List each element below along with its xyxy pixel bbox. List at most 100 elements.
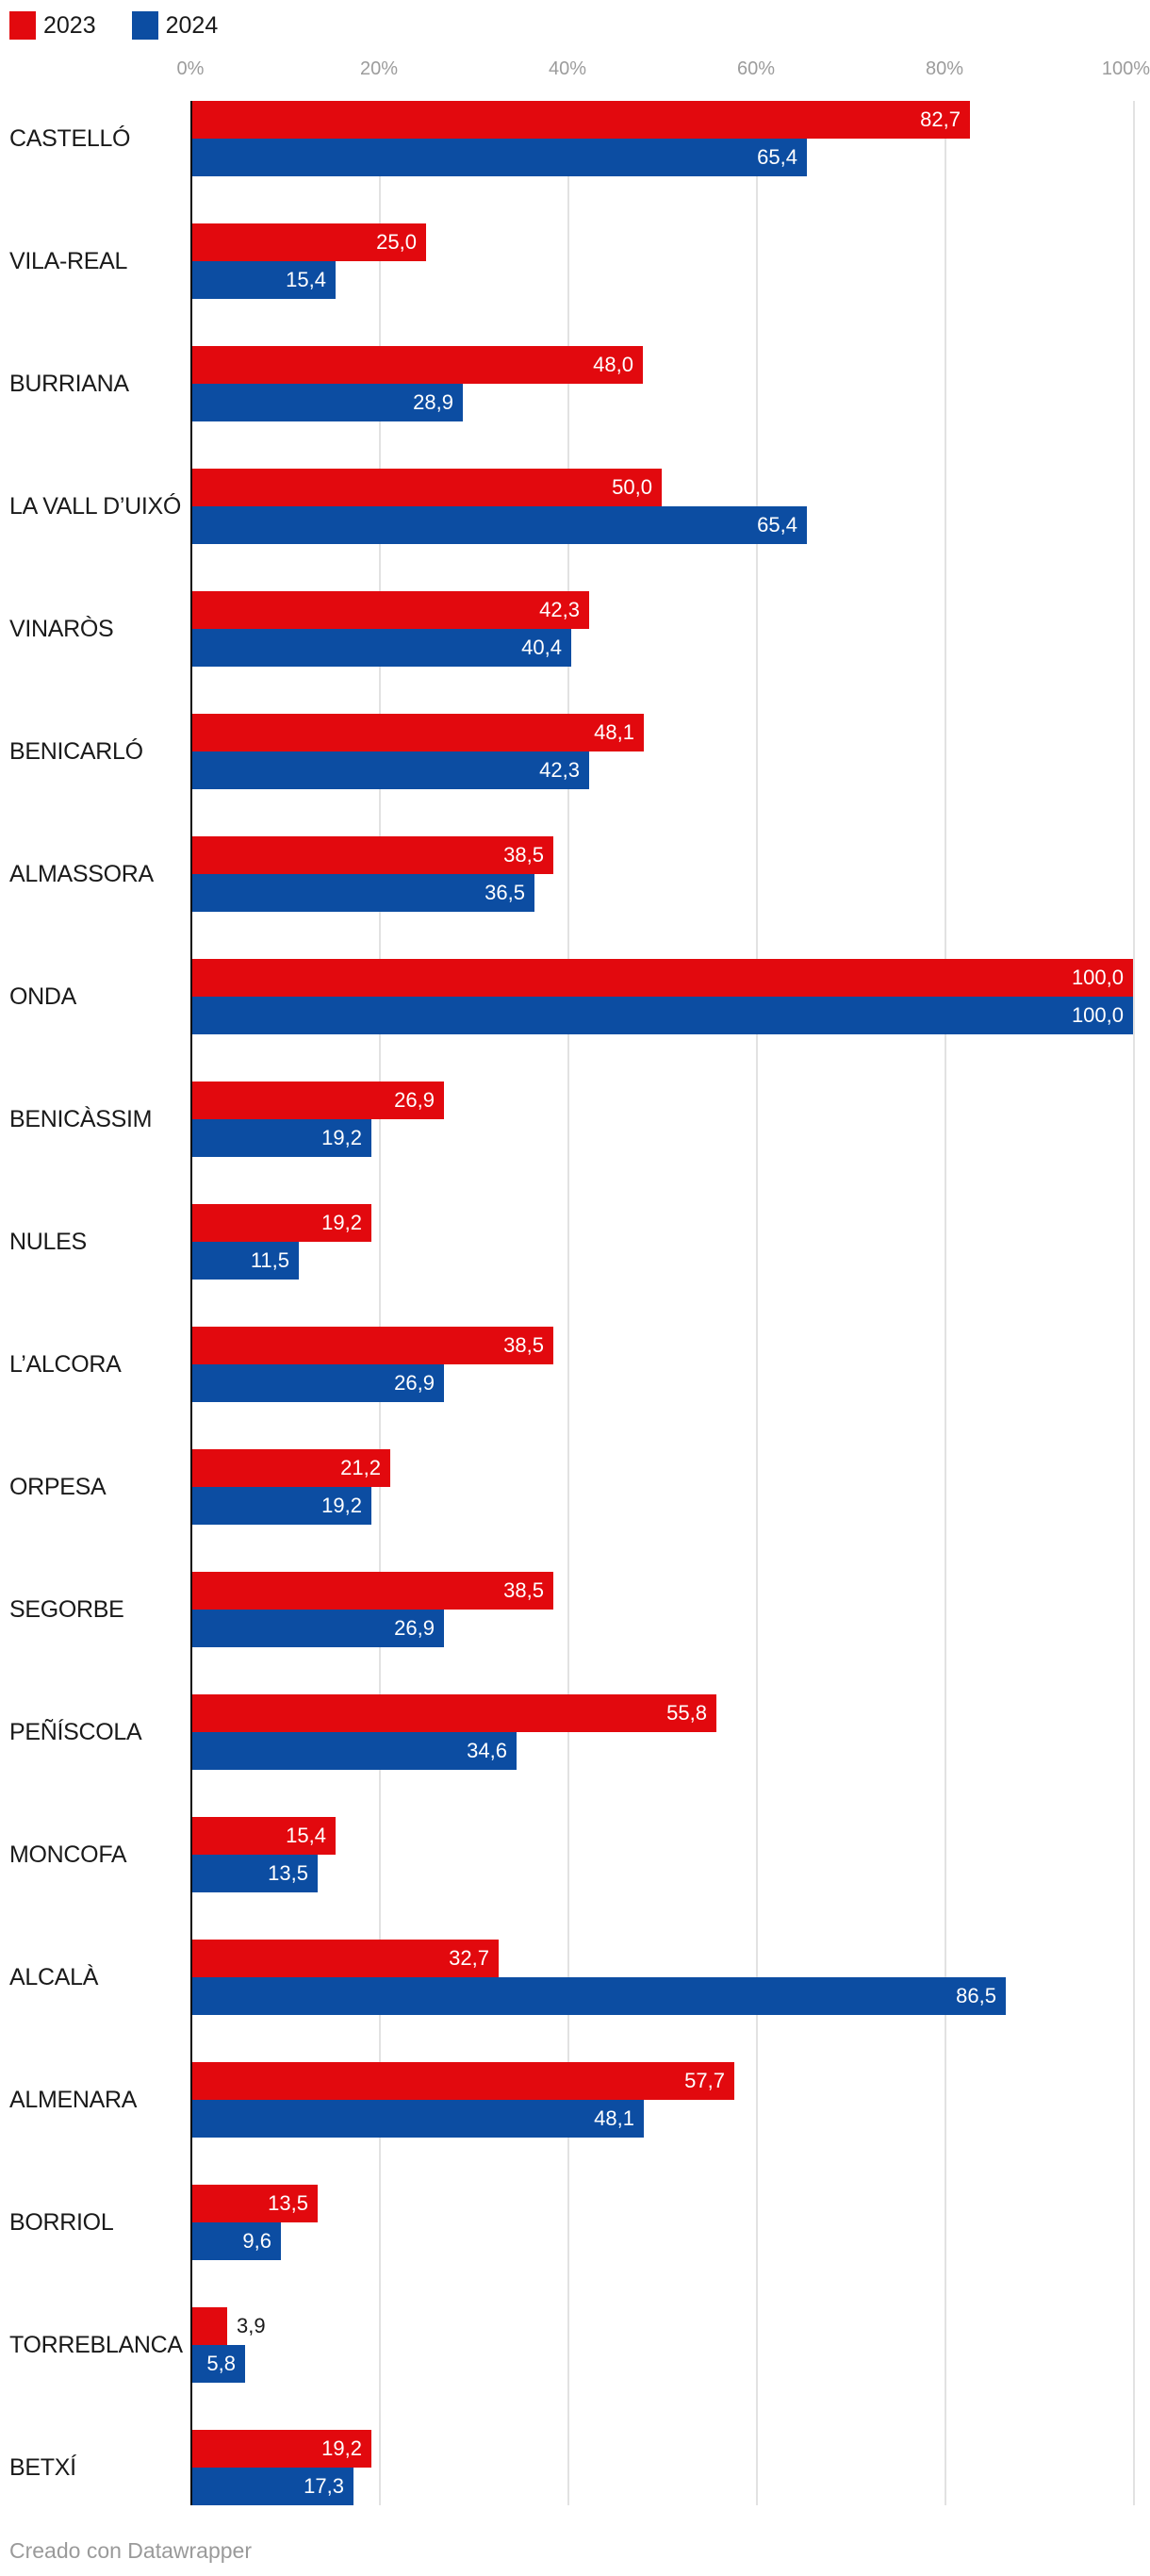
bar-2023: 42,3 bbox=[190, 591, 589, 629]
chart-row: BORRIOL 13,5 9,6 bbox=[0, 2185, 1150, 2307]
bar-2023: 13,5 bbox=[190, 2185, 318, 2222]
bar-2024: 17,3 bbox=[190, 2468, 353, 2505]
bar-2024: 100,0 bbox=[190, 997, 1133, 1034]
value-label: 13,5 bbox=[268, 2191, 308, 2215]
bar-2024: 13,5 bbox=[190, 1855, 318, 1892]
value-label: 65,4 bbox=[757, 145, 797, 169]
category-label: ALMENARA bbox=[9, 2086, 138, 2113]
chart-row: ORPESA 21,2 19,2 bbox=[0, 1449, 1150, 1572]
value-label: 21,2 bbox=[340, 1456, 381, 1479]
category-label: ONDA bbox=[9, 983, 77, 1010]
gridline bbox=[379, 101, 381, 2505]
category-label: CASTELLÓ bbox=[9, 124, 131, 152]
value-label: 13,5 bbox=[268, 1861, 308, 1885]
category-label: VINARÒS bbox=[9, 615, 114, 642]
axis-tick-label: 20% bbox=[359, 58, 399, 79]
value-label: 26,9 bbox=[394, 1371, 435, 1395]
axis-tick-label: 100% bbox=[1101, 58, 1150, 79]
value-label: 82,7 bbox=[920, 107, 961, 131]
bar-2023: 38,5 bbox=[190, 1327, 553, 1364]
category-label: TORREBLANCA bbox=[9, 2331, 183, 2358]
value-label: 48,1 bbox=[594, 2106, 634, 2130]
bar-2023: 25,0 bbox=[190, 223, 426, 261]
value-label: 28,9 bbox=[413, 390, 453, 414]
value-label: 48,0 bbox=[593, 353, 633, 376]
chart-row: ALMENARA 57,7 48,1 bbox=[0, 2062, 1150, 2185]
bar-2024: 19,2 bbox=[190, 1119, 371, 1157]
category-label: VILA-REAL bbox=[9, 247, 128, 274]
axis-tick-label: 60% bbox=[736, 58, 776, 79]
bar-2024: 65,4 bbox=[190, 139, 807, 176]
category-label: ORPESA bbox=[9, 1473, 107, 1500]
value-label: 86,5 bbox=[956, 1984, 996, 2007]
bar-2023: 38,5 bbox=[190, 1572, 553, 1610]
value-label: 15,4 bbox=[286, 1824, 326, 1847]
value-label: 48,1 bbox=[594, 720, 634, 744]
gridline bbox=[1133, 101, 1135, 2505]
value-label: 34,6 bbox=[467, 1739, 507, 1762]
gridline bbox=[945, 101, 946, 2505]
bar-2023: 19,2 bbox=[190, 2430, 371, 2468]
value-label: 3,9 bbox=[237, 2314, 266, 2337]
category-label: ALCALÀ bbox=[9, 1963, 99, 1990]
bar-2024: 48,1 bbox=[190, 2100, 644, 2138]
bar-2024: 42,3 bbox=[190, 751, 589, 789]
value-label: 26,9 bbox=[394, 1088, 435, 1112]
category-label: MONCOFA bbox=[9, 1841, 127, 1868]
bar-2024: 65,4 bbox=[190, 506, 807, 544]
legend-swatch-2023 bbox=[9, 11, 36, 40]
bar-2023: 57,7 bbox=[190, 2062, 734, 2100]
bar-2023: 15,4 bbox=[190, 1817, 336, 1855]
value-label: 38,5 bbox=[503, 1578, 544, 1602]
chart-row: ALCALÀ 32,7 86,5 bbox=[0, 1940, 1150, 2062]
value-label: 15,4 bbox=[286, 268, 326, 291]
bar-2023: 32,7 bbox=[190, 1940, 499, 1977]
bar-2023: 26,9 bbox=[190, 1082, 444, 1119]
category-label: L’ALCORA bbox=[9, 1350, 122, 1378]
chart-area: CASTELLÓ 82,7 65,4 VILA-REAL 25,0 15,4 BURRIAN… bbox=[0, 101, 1150, 2505]
value-label: 36,5 bbox=[485, 881, 525, 904]
bar-2023: 21,2 bbox=[190, 1449, 390, 1487]
gridlines bbox=[190, 101, 1135, 2505]
axis-tick-label: 40% bbox=[548, 58, 587, 79]
category-label: BENICÀSSIM bbox=[9, 1105, 153, 1132]
bar-2023: 55,8 bbox=[190, 1694, 716, 1732]
bar-2023: 3,9 bbox=[190, 2307, 266, 2345]
chart-row: ALMASSORA 38,5 36,5 bbox=[0, 836, 1150, 959]
chart-row: CASTELLÓ 82,7 65,4 bbox=[0, 101, 1150, 223]
value-label: 25,0 bbox=[376, 230, 417, 254]
category-label: PEÑÍSCOLA bbox=[9, 1718, 142, 1745]
chart-row: MONCOFA 15,4 13,5 bbox=[0, 1817, 1150, 1940]
chart-row: L’ALCORA 38,5 26,9 bbox=[0, 1327, 1150, 1449]
value-label: 57,7 bbox=[684, 2069, 725, 2092]
bar-2024: 40,4 bbox=[190, 629, 571, 667]
chart-row: NULES 19,2 11,5 bbox=[0, 1204, 1150, 1327]
chart-row: PEÑÍSCOLA 55,8 34,6 bbox=[0, 1694, 1150, 1817]
value-label: 38,5 bbox=[503, 1333, 544, 1357]
category-label: BURRIANA bbox=[9, 370, 129, 397]
bar-2023: 48,1 bbox=[190, 714, 644, 751]
value-label: 100,0 bbox=[1071, 1003, 1124, 1027]
value-label: 5,8 bbox=[206, 2352, 236, 2375]
category-label: SEGORBE bbox=[9, 1595, 124, 1623]
value-label: 19,2 bbox=[321, 2436, 362, 2460]
value-label: 65,4 bbox=[757, 513, 797, 537]
chart-row: BURRIANA 48,0 28,9 bbox=[0, 346, 1150, 469]
category-label: BETXÍ bbox=[9, 2453, 76, 2481]
bar-2024: 26,9 bbox=[190, 1364, 444, 1402]
value-label: 19,2 bbox=[321, 1211, 362, 1234]
bar-2024: 34,6 bbox=[190, 1732, 517, 1770]
value-label: 26,9 bbox=[394, 1616, 435, 1640]
chart-row: SEGORBE 38,5 26,9 bbox=[0, 1572, 1150, 1694]
value-label: 42,3 bbox=[539, 598, 580, 621]
chart-row: ONDA 100,0 100,0 bbox=[0, 959, 1150, 1082]
value-label: 11,5 bbox=[250, 1248, 289, 1272]
chart-row: BENICARLÓ 48,1 42,3 bbox=[0, 714, 1150, 836]
bar-2023: 48,0 bbox=[190, 346, 643, 384]
gridline bbox=[756, 101, 758, 2505]
bar-2023: 82,7 bbox=[190, 101, 970, 139]
bar-2024: 19,2 bbox=[190, 1487, 371, 1525]
category-label: ALMASSORA bbox=[9, 860, 154, 887]
legend-swatch-2024 bbox=[131, 11, 158, 40]
